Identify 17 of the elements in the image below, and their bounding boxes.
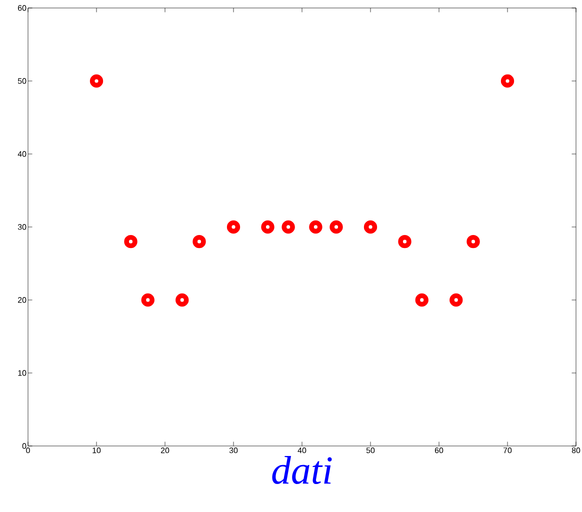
point — [176, 293, 189, 307]
point — [192, 234, 206, 248]
point — [282, 220, 295, 234]
point — [226, 220, 240, 234]
point — [500, 74, 514, 88]
point — [466, 234, 480, 248]
x-axis-title: dati — [272, 456, 332, 484]
point — [309, 220, 322, 234]
point — [398, 234, 412, 248]
point — [141, 293, 154, 307]
point — [330, 220, 343, 234]
point — [90, 74, 104, 88]
point — [364, 220, 378, 234]
point — [124, 234, 138, 248]
point — [261, 220, 274, 234]
point — [415, 293, 428, 307]
point — [450, 293, 463, 307]
